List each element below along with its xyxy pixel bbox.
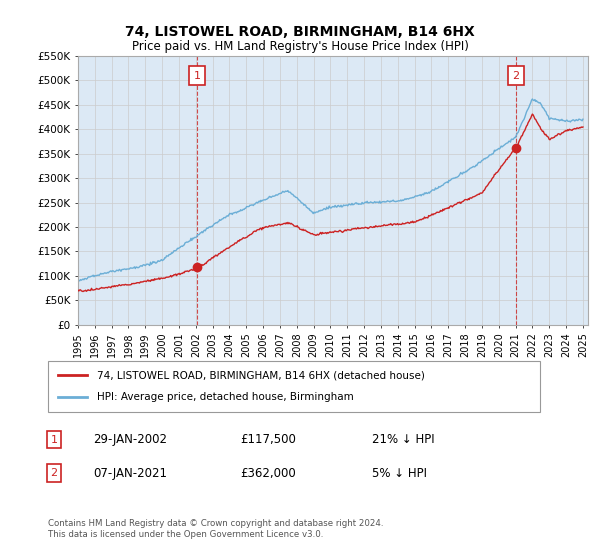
- Text: HPI: Average price, detached house, Birmingham: HPI: Average price, detached house, Birm…: [97, 393, 354, 403]
- FancyBboxPatch shape: [48, 361, 540, 412]
- Text: 2: 2: [512, 71, 520, 81]
- Text: 2: 2: [50, 468, 58, 478]
- Text: 74, LISTOWEL ROAD, BIRMINGHAM, B14 6HX (detached house): 74, LISTOWEL ROAD, BIRMINGHAM, B14 6HX (…: [97, 370, 425, 380]
- Text: 29-JAN-2002: 29-JAN-2002: [93, 433, 167, 446]
- Text: £117,500: £117,500: [240, 433, 296, 446]
- Text: 07-JAN-2021: 07-JAN-2021: [93, 466, 167, 480]
- Text: 21% ↓ HPI: 21% ↓ HPI: [372, 433, 434, 446]
- Text: 1: 1: [194, 71, 200, 81]
- Text: 74, LISTOWEL ROAD, BIRMINGHAM, B14 6HX: 74, LISTOWEL ROAD, BIRMINGHAM, B14 6HX: [125, 25, 475, 39]
- Text: 5% ↓ HPI: 5% ↓ HPI: [372, 466, 427, 480]
- Text: Price paid vs. HM Land Registry's House Price Index (HPI): Price paid vs. HM Land Registry's House …: [131, 40, 469, 53]
- Text: Contains HM Land Registry data © Crown copyright and database right 2024.
This d: Contains HM Land Registry data © Crown c…: [48, 520, 383, 539]
- Text: £362,000: £362,000: [240, 466, 296, 480]
- Text: 1: 1: [50, 435, 58, 445]
